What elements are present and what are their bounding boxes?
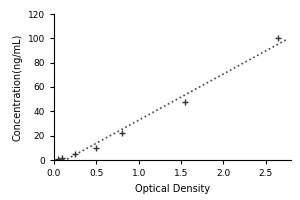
Y-axis label: Concentration(ng/mL): Concentration(ng/mL) [12,33,22,141]
X-axis label: Optical Density: Optical Density [135,184,210,194]
